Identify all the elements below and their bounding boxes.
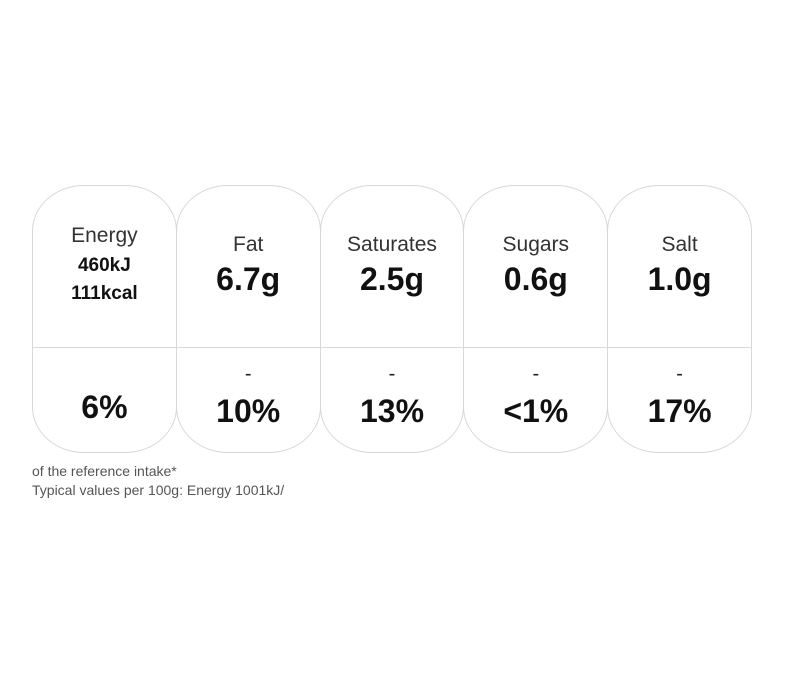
energy-percent: 6% (81, 389, 128, 425)
saturates-amount: 2.5g (359, 261, 424, 297)
energy-kj-value: 460kJ (77, 255, 131, 276)
fat-top-section: Fat 6.7g (177, 186, 320, 347)
column-divider (33, 347, 176, 348)
fat-amount: 6.7g (216, 261, 281, 297)
energy-label: Energy (71, 224, 138, 247)
fat-column: Fat 6.7g - 10% (175, 185, 321, 453)
salt-bottom-section: - 17% (608, 348, 751, 452)
nutrition-label: Energy 460kJ 111kcal 6% Fat 6.7g - 10% S… (32, 185, 752, 453)
fat-label: Fat (233, 233, 264, 256)
energy-kcal-value: 111kcal (71, 283, 138, 304)
column-divider (320, 347, 464, 348)
salt-column: Salt 1.0g - 17% (607, 185, 752, 453)
typical-values-note: Typical values per 100g: Energy 1001kJ/ (32, 482, 285, 498)
sugars-bottom-section: - <1% (464, 348, 607, 452)
sugars-dash: - (532, 363, 540, 385)
salt-amount: 1.0g (647, 261, 712, 297)
fat-percent: 10% (216, 393, 281, 429)
column-divider (464, 347, 608, 348)
energy-bottom-section: 6% (33, 348, 176, 452)
salt-percent: 17% (647, 393, 712, 429)
saturates-dash: - (388, 363, 396, 385)
energy-top-section: Energy 460kJ 111kcal (33, 186, 176, 347)
saturates-label: Saturates (347, 233, 437, 256)
label-footer: of the reference intake* Typical values … (32, 462, 284, 500)
energy-column: Energy 460kJ 111kcal 6% (32, 185, 177, 453)
salt-dash: - (676, 363, 683, 385)
sugars-amount: 0.6g (503, 261, 568, 297)
salt-top-section: Salt 1.0g (608, 186, 751, 347)
sugars-top-section: Sugars 0.6g (464, 186, 607, 347)
fat-bottom-section: - 10% (177, 348, 320, 452)
column-divider (176, 347, 320, 348)
saturates-top-section: Saturates 2.5g (321, 186, 464, 347)
saturates-column: Saturates 2.5g - 13% (319, 185, 465, 453)
fat-dash: - (244, 363, 252, 385)
saturates-percent: 13% (359, 393, 425, 429)
sugars-column: Sugars 0.6g - <1% (463, 185, 609, 453)
sugars-label: Sugars (502, 233, 570, 256)
sugars-percent: <1% (503, 393, 569, 429)
salt-label: Salt (661, 233, 698, 256)
saturates-bottom-section: - 13% (321, 348, 464, 452)
column-divider (608, 347, 751, 348)
reference-intake-note: of the reference intake* (32, 463, 177, 479)
